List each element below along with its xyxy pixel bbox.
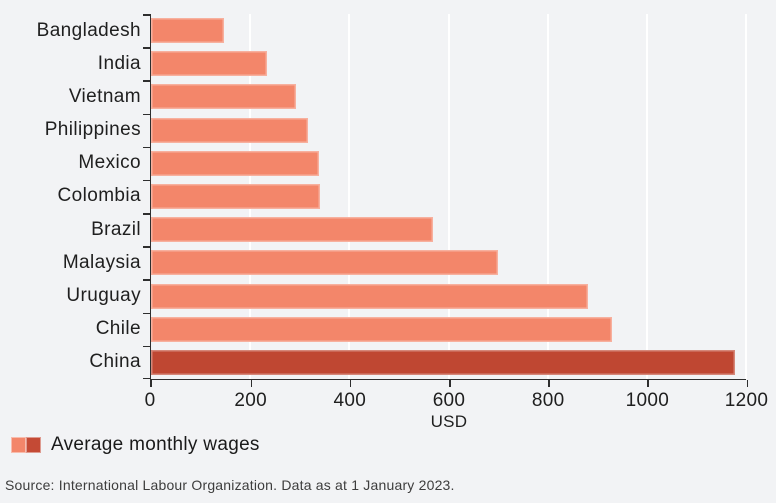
y-label-india: India xyxy=(97,52,141,74)
y-label-vietnam: Vietnam xyxy=(68,85,141,107)
plot-area xyxy=(150,14,747,380)
gridline-600 xyxy=(447,14,450,379)
bar-chile xyxy=(151,316,612,342)
y-tick xyxy=(143,146,150,149)
legend-swatch-light-icon xyxy=(11,437,26,453)
y-label-malaysia: Malaysia xyxy=(62,251,141,273)
y-tick xyxy=(143,279,150,281)
legend: Average monthly wages xyxy=(11,434,260,456)
y-tick xyxy=(143,14,150,16)
bar-china xyxy=(151,349,735,375)
x-tick-600 xyxy=(449,380,451,387)
x-tick-800 xyxy=(548,380,550,387)
x-tick-label-1200: 1200 xyxy=(724,390,769,411)
x-tick-label-600: 600 xyxy=(432,390,466,411)
y-tick xyxy=(143,312,150,315)
y-tick xyxy=(143,345,150,348)
x-tick-1000 xyxy=(647,380,649,387)
y-label-colombia: Colombia xyxy=(57,185,141,207)
y-label-mexico: Mexico xyxy=(78,152,141,174)
y-label-china: China xyxy=(89,351,141,373)
y-label-brazil: Brazil xyxy=(91,218,141,240)
bar-mexico xyxy=(151,150,320,176)
y-tick xyxy=(143,246,150,248)
bar-philippines xyxy=(151,117,308,143)
x-axis-title: USD xyxy=(430,412,468,431)
y-tick xyxy=(143,179,150,182)
legend-label: Average monthly wages xyxy=(51,434,260,455)
x-tick-label-200: 200 xyxy=(234,390,267,411)
bar-uruguay xyxy=(151,283,589,309)
x-tick-400 xyxy=(349,380,352,387)
y-tick xyxy=(143,377,150,379)
gridline-400 xyxy=(348,14,351,379)
y-label-chile: Chile xyxy=(95,318,141,340)
gridline-1200 xyxy=(745,14,747,379)
x-tick-200 xyxy=(250,380,253,387)
x-tick-label-800: 800 xyxy=(531,390,565,411)
gridline-800 xyxy=(546,14,549,379)
x-tick-0 xyxy=(150,380,152,387)
source-note: Source: International Labour Organizatio… xyxy=(5,477,455,493)
y-tick xyxy=(143,113,150,116)
x-tick-1200 xyxy=(746,380,748,387)
y-tick xyxy=(143,213,150,215)
x-tick-label-400: 400 xyxy=(333,390,367,411)
gridline-1000 xyxy=(645,14,648,379)
x-tick-label-0: 0 xyxy=(144,390,156,411)
y-tick xyxy=(143,80,150,82)
y-label-uruguay: Uruguay xyxy=(66,285,141,307)
bar-vietnam xyxy=(151,84,297,110)
y-label-philippines: Philippines xyxy=(44,119,141,141)
y-tick xyxy=(143,47,150,49)
bar-bangladesh xyxy=(151,18,225,44)
legend-swatch-dark-icon xyxy=(26,437,41,453)
bar-colombia xyxy=(151,184,321,209)
bar-brazil xyxy=(151,217,433,243)
bar-malaysia xyxy=(151,250,499,276)
x-tick-label-1000: 1000 xyxy=(625,390,670,411)
bar-india xyxy=(151,51,267,77)
y-label-bangladesh: Bangladesh xyxy=(36,19,141,41)
